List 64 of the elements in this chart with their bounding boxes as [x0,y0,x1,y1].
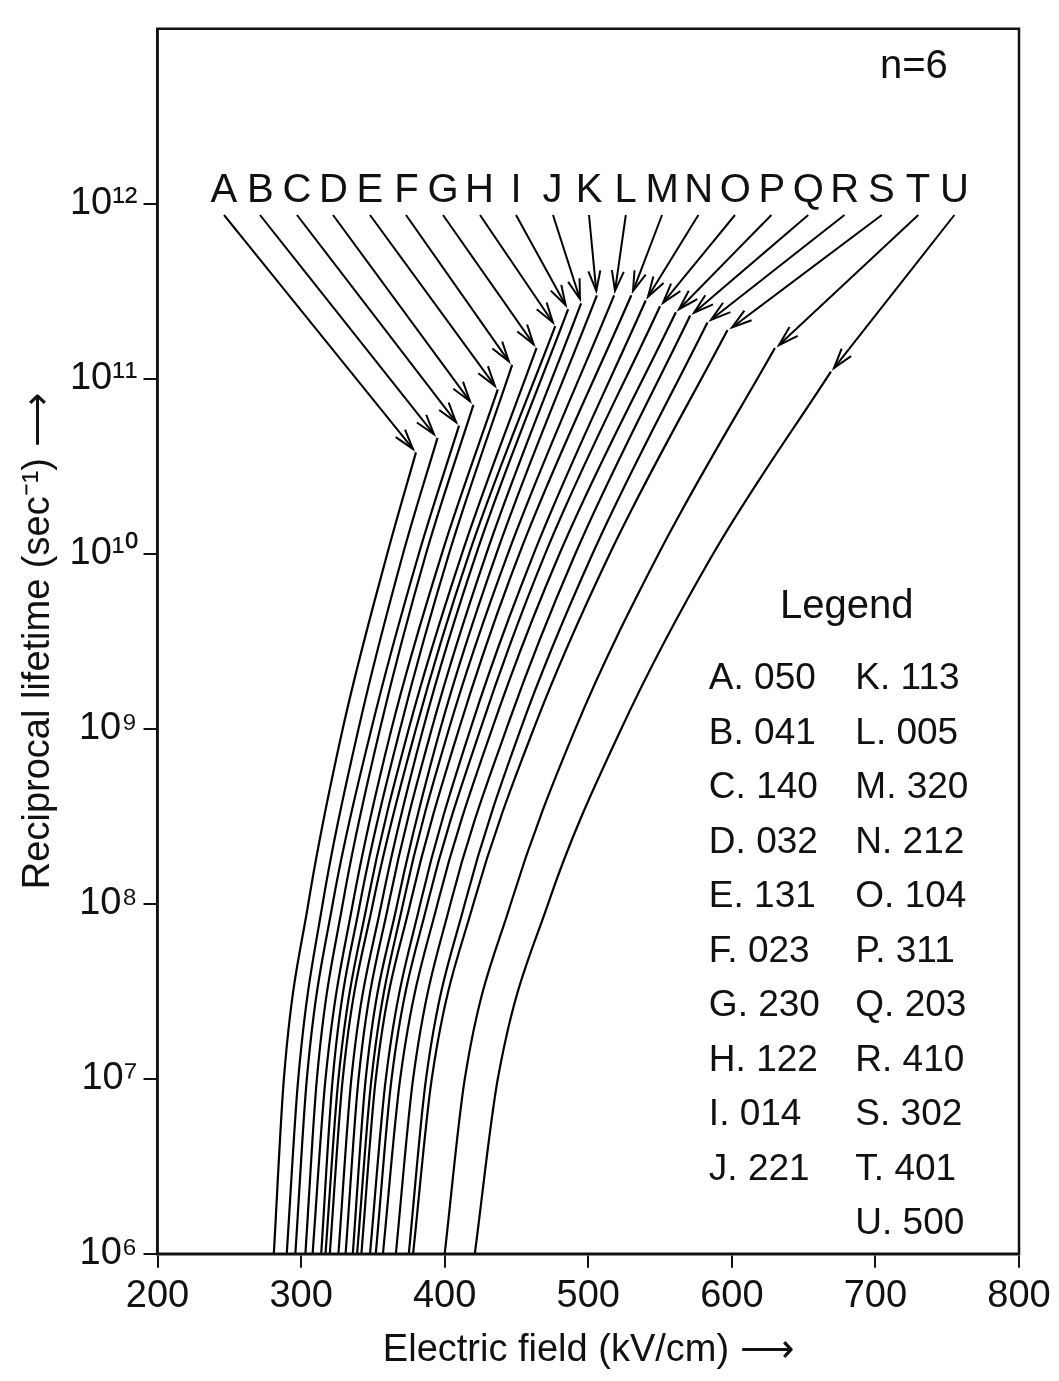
annotation: N. 212 [855,819,965,861]
annotation: D. 032 [708,819,818,861]
annotation: S. 302 [855,1092,963,1134]
text: H [465,165,494,210]
chart-title: n=6 [879,41,948,86]
text: A [210,165,238,210]
annotation: K. 113 [855,656,960,698]
y-tick-label: 10¹² [69,180,138,223]
text: D [318,165,348,210]
y-tick-label: 10⁸ [79,880,138,923]
line-series [272,451,418,1254]
text: R [830,165,860,210]
annotation: I. 014 [708,1092,802,1134]
text: U [939,165,969,210]
annotation: Q. 203 [855,983,967,1025]
annotation: P. 311 [855,928,955,970]
annotation: U. 500 [855,1201,965,1243]
text: E [356,165,384,210]
text: F [394,165,419,210]
annotation: M. 320 [855,765,969,807]
annotation: O. 104 [855,874,967,916]
text: K [575,165,603,210]
x-tick-label: 400 [412,1273,477,1316]
y-tick-label: 10⁷ [81,1055,138,1098]
y-tick-label: 10¹¹ [69,355,138,398]
text: J [542,165,563,210]
text: S [867,165,895,210]
annotation: R. 410 [855,1037,965,1079]
text: C [282,165,312,210]
x-tick-label: 600 [700,1273,764,1316]
x-tick-label: 800 [987,1273,1051,1316]
text: B [247,165,274,210]
legend-title: Legend [779,582,914,627]
x-tick-label: 500 [556,1273,620,1316]
text: I [510,165,522,210]
y-tick-label: 10⁹ [78,705,138,748]
annotation: L. 005 [855,710,959,752]
annotation: G. 230 [708,983,820,1025]
line-series [285,436,439,1254]
annotation: T. 401 [855,1146,957,1188]
line-series [294,424,461,1254]
x-tick-label: 300 [269,1273,333,1316]
text: L [614,165,637,210]
annotation: E. 131 [708,874,816,916]
y-tick-label: 10⁶ [79,1230,138,1273]
text: N [684,165,714,210]
text: M [645,165,679,210]
text: O [719,165,751,210]
annotation: C. 140 [708,765,818,807]
annotation: B. 041 [708,710,816,752]
annotation: J. 221 [708,1146,810,1188]
text: T [905,165,931,210]
x-tick-label: 700 [843,1273,908,1316]
text: P [758,165,786,210]
text: G [427,165,459,210]
y-axis-title: Reciprocal lifetime (sec⁻¹) ⟶ [15,393,58,890]
x-tick-label: 200 [125,1273,190,1316]
text: Q [792,165,824,210]
y-tick-label: 10¹⁰ [69,530,138,573]
annotation: H. 122 [708,1037,818,1079]
annotation: F. 023 [708,928,810,970]
line-series [304,403,475,1254]
x-axis-title: Electric field (kV/cm) ⟶ [382,1326,794,1369]
annotation: A. 050 [708,656,816,698]
